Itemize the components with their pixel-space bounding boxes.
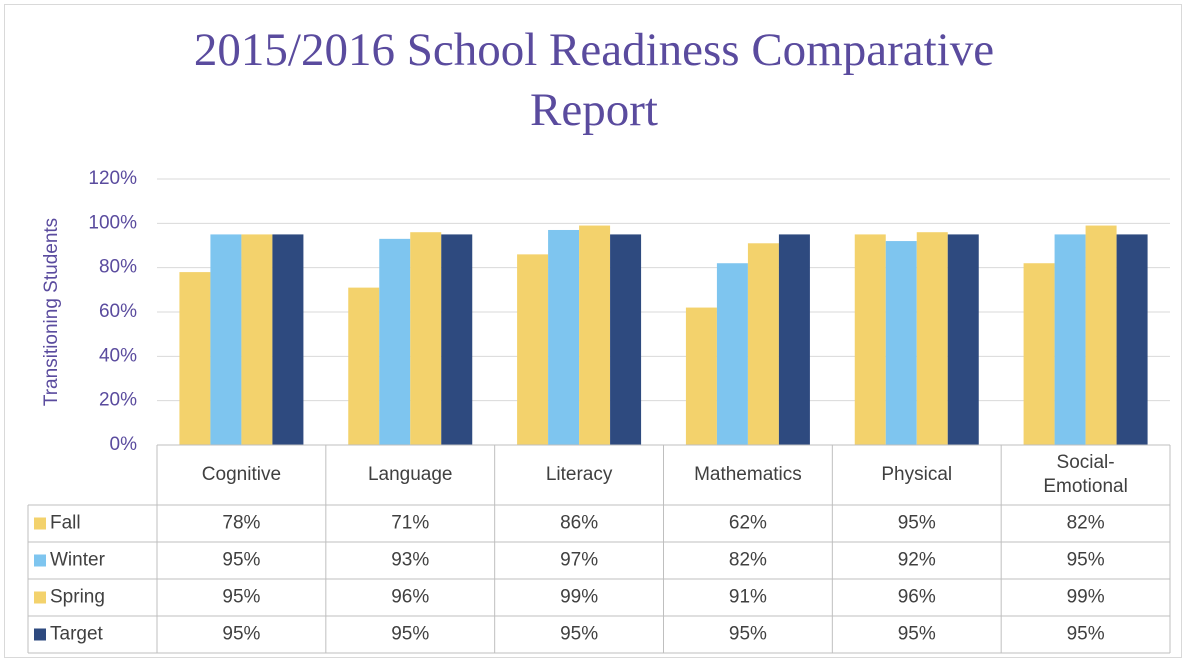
data-label: 91% (729, 587, 767, 608)
bar (916, 232, 948, 445)
data-label: 95% (898, 513, 936, 534)
bar (179, 272, 211, 445)
data-label: 95% (560, 624, 598, 645)
bar (885, 241, 917, 445)
legend-swatch (34, 554, 46, 567)
bar (1023, 263, 1055, 445)
bar (778, 234, 810, 445)
y-tick-label: 120% (88, 168, 137, 189)
x-tick-label: Literacy (546, 464, 613, 485)
bar (441, 234, 473, 445)
bar (610, 234, 642, 445)
bar (1054, 234, 1086, 445)
bar (210, 234, 242, 445)
data-label: 96% (391, 587, 429, 608)
bar (410, 232, 442, 445)
legend-label: Winter (50, 550, 106, 571)
x-tick-label: Physical (881, 464, 952, 485)
data-label: 95% (222, 550, 260, 571)
data-label: 78% (222, 513, 260, 534)
y-tick-label: 100% (88, 212, 137, 233)
data-label: 86% (560, 513, 598, 534)
x-tick-label: Mathematics (694, 464, 802, 485)
x-tick-label: Social-Emotional (1043, 452, 1128, 497)
legend-swatch (34, 591, 46, 604)
data-label: 99% (1067, 587, 1105, 608)
chart-frame (4, 4, 1182, 658)
y-tick-label: 0% (110, 434, 138, 455)
legend-swatch (34, 628, 46, 641)
data-label: 95% (1067, 550, 1105, 571)
data-label: 82% (1067, 513, 1105, 534)
bar (517, 254, 549, 445)
bar (747, 243, 779, 445)
chart-title: 2015/2016 School Readiness Comparative R… (193, 24, 995, 136)
bar (854, 234, 886, 445)
data-label: 95% (898, 624, 936, 645)
y-tick-label: 80% (99, 257, 137, 278)
legend-label: Spring (50, 587, 105, 608)
data-label: 82% (729, 550, 767, 571)
bar (685, 307, 717, 445)
y-axis-label: Transitioning Students (41, 218, 62, 406)
data-label: 95% (391, 624, 429, 645)
bar (272, 234, 304, 445)
data-label: 95% (222, 624, 260, 645)
bar (579, 225, 611, 445)
x-tick-label: Language (368, 464, 453, 485)
legend-label: Target (50, 624, 104, 645)
bar (1085, 225, 1117, 445)
bar (348, 287, 380, 445)
data-label: 71% (391, 513, 429, 534)
data-label: 95% (729, 624, 767, 645)
bar (241, 234, 273, 445)
y-tick-label: 60% (99, 301, 137, 322)
x-tick-label: Cognitive (202, 464, 281, 485)
data-label: 92% (898, 550, 936, 571)
data-label: 96% (898, 587, 936, 608)
data-label: 62% (729, 513, 767, 534)
y-tick-label: 20% (99, 390, 137, 411)
bar (716, 263, 748, 445)
data-label: 99% (560, 587, 598, 608)
y-tick-label: 40% (99, 345, 137, 366)
legend-label: Fall (50, 513, 81, 534)
data-label: 93% (391, 550, 429, 571)
bar (548, 229, 580, 445)
data-label: 95% (222, 587, 260, 608)
data-label: 95% (1067, 624, 1105, 645)
bar (1116, 234, 1148, 445)
bar (947, 234, 979, 445)
data-label: 97% (560, 550, 598, 571)
bar (379, 238, 411, 445)
legend-swatch (34, 517, 46, 530)
